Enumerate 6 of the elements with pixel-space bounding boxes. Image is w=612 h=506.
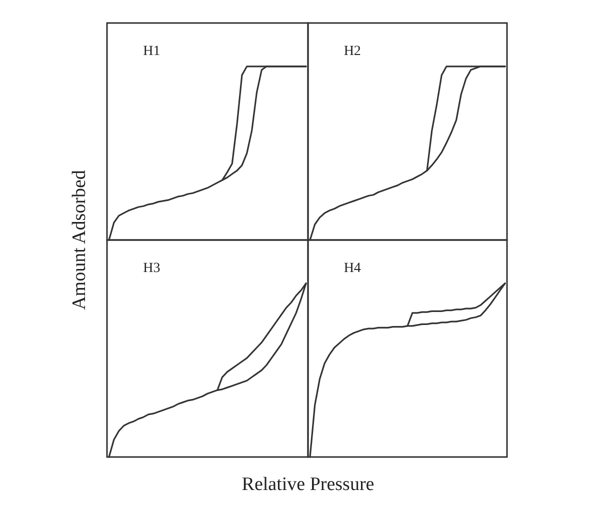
chart-title: H1 bbox=[143, 44, 160, 59]
chart-title: H3 bbox=[143, 261, 160, 276]
chart-title: H4 bbox=[344, 261, 361, 276]
chart-title: H2 bbox=[344, 44, 361, 59]
x-axis-title: Relative Pressure bbox=[242, 474, 374, 495]
y-axis-title: Amount Adsorbed bbox=[69, 170, 90, 310]
